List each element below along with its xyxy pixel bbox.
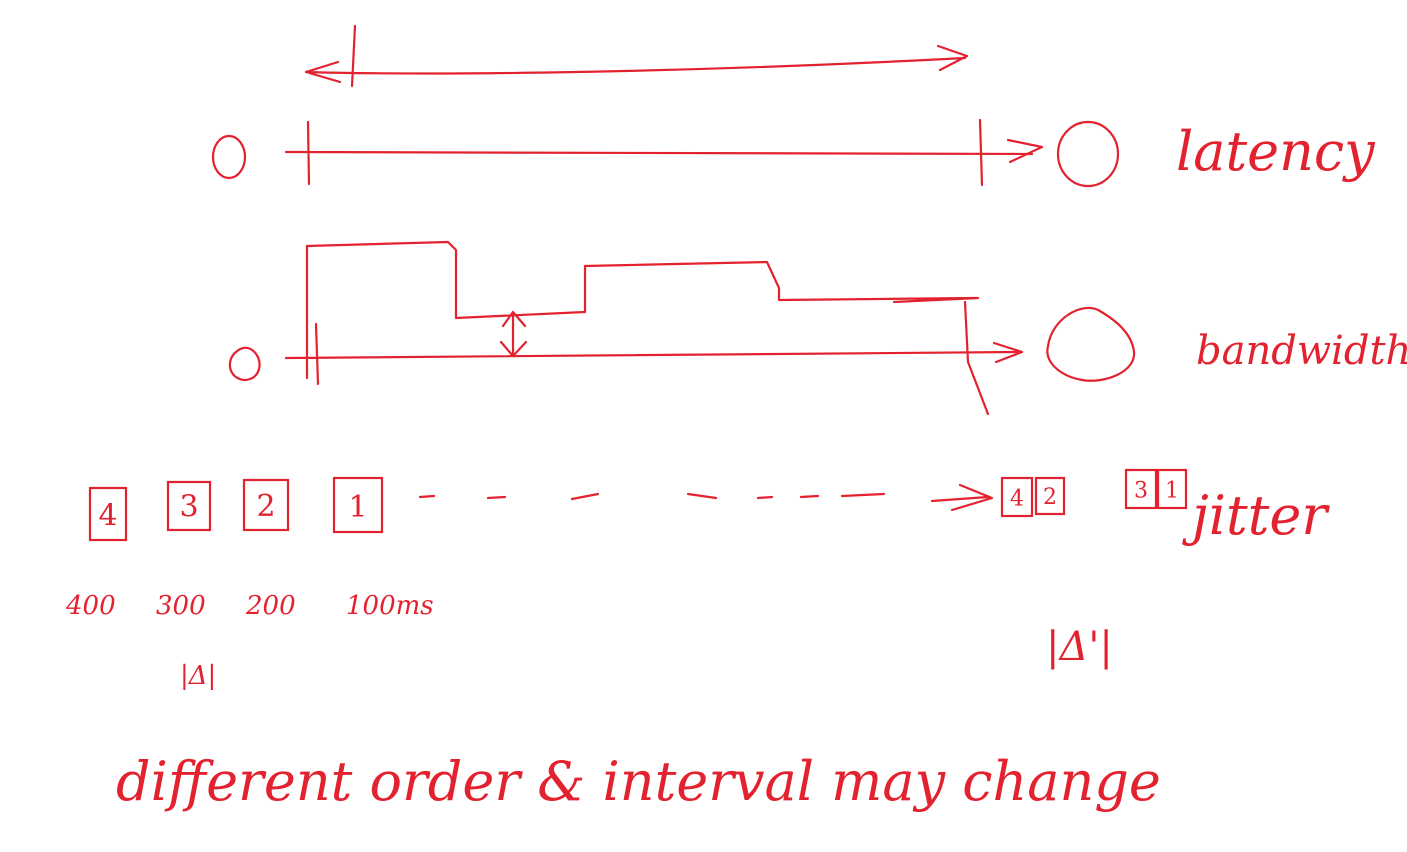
timing-label: 100ms [346, 591, 434, 621]
delta-note: |Δ| [180, 661, 216, 691]
sent-packet-label: 2 [256, 489, 275, 524]
sender-node [211, 134, 247, 180]
sent-packet-label: 1 [348, 490, 367, 525]
timing-labels: 400 300 200 100ms [65, 591, 434, 621]
sent-packets: 4 3 2 1 [88, 476, 384, 542]
sent-packet-box [166, 480, 212, 532]
received-packet-label: 1 [1165, 478, 1179, 503]
receiver-node [1056, 120, 1120, 188]
jitter-delta: |Δ'| [1046, 624, 1113, 670]
received-packet-box [1034, 476, 1066, 516]
bottom-caption: different order & interval may change [116, 750, 1161, 813]
timing-label: 200 [245, 591, 296, 621]
round-trip-arrow [304, 24, 969, 88]
timing-label: 400 [65, 591, 116, 621]
bandwidth-profile [305, 240, 980, 380]
received-packet-box [1000, 476, 1034, 518]
timing-label: 300 [156, 591, 206, 621]
bandwidth-label: bandwidth [1196, 328, 1407, 374]
latency-label: latency [1176, 120, 1376, 183]
latency-line [284, 118, 1044, 187]
receiver-node-large [1046, 306, 1136, 382]
bandwidth-axis [284, 300, 1024, 416]
dashed-transit [418, 483, 994, 512]
sent-packet-label: 4 [98, 498, 117, 533]
received-packet-box [1156, 468, 1188, 510]
received-packet-label: 3 [1134, 478, 1148, 503]
sent-packet-box [242, 478, 290, 532]
received-packet-label: 4 [1010, 486, 1024, 511]
received-packet-box [1124, 468, 1158, 510]
jitter-label: jitter [1182, 484, 1330, 547]
bandwidth-gap-arrow [499, 310, 528, 358]
sent-packet-box [332, 476, 384, 534]
sender-node-small [228, 346, 261, 382]
received-packet-label: 2 [1043, 485, 1057, 510]
sent-packet-box [88, 486, 128, 542]
sent-packet-label: 3 [179, 490, 198, 525]
